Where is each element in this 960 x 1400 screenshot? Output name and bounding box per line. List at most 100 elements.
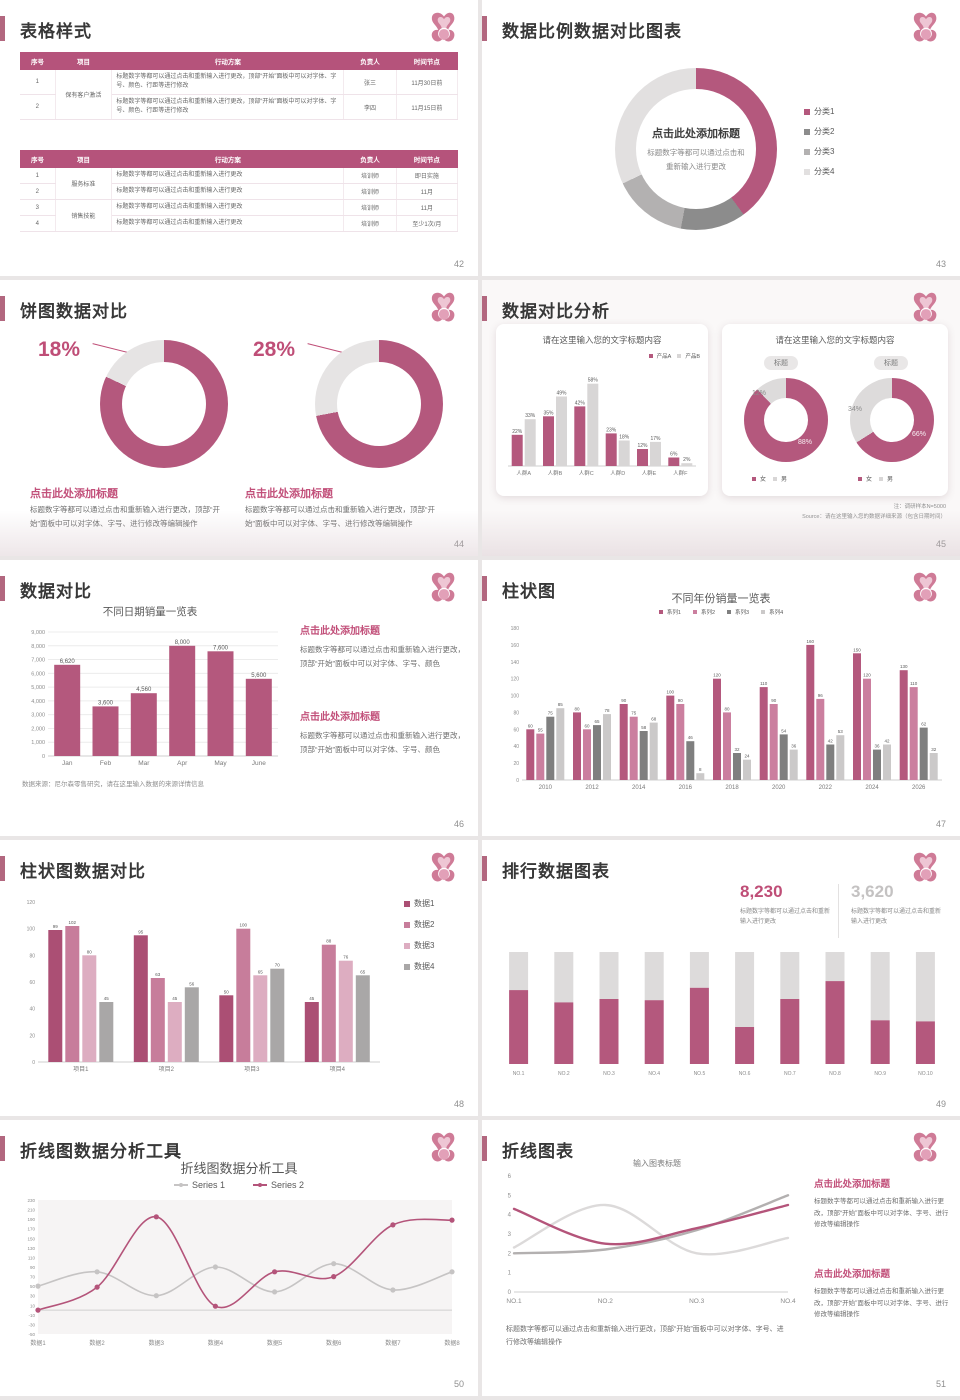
svg-text:75: 75 — [631, 711, 637, 716]
svg-text:June: June — [252, 760, 266, 767]
svg-text:100: 100 — [240, 923, 248, 928]
legend-item: 数据2 — [404, 919, 434, 930]
text-block: 点击此处添加标题 标题数字等都可以通过点击和重新输入进行更改，顶部“开始”面板中… — [814, 1176, 950, 1231]
svg-text:50: 50 — [30, 1284, 36, 1289]
svg-text:32: 32 — [931, 747, 937, 752]
svg-text:人群B: 人群B — [548, 469, 563, 477]
stat-block: 8,230 标题数字等都可以通过点击和重新输入进行更改 — [740, 882, 838, 938]
legend-item: 分类1 — [804, 106, 834, 117]
svg-text:190: 190 — [27, 1217, 35, 1222]
svg-text:7,000: 7,000 — [31, 658, 45, 664]
svg-text:2: 2 — [508, 1251, 512, 1257]
slide-42[interactable]: 表格样式 序号 项目 行动方案 负责人 时间节点 1 保有客户激活 标题数字等都可以通过点击和… — [0, 0, 478, 276]
svg-text:项目2: 项目2 — [159, 1066, 175, 1073]
slide-49[interactable]: 排行数据图表 8,230 标题数字等都可以通过点击和重新输入进行更改 3,620… — [482, 840, 960, 1116]
title-accent-bar — [0, 296, 5, 321]
chart-legend: 产品A 产品B — [648, 352, 700, 360]
chart-title: 不同年份销量一览表 — [671, 593, 771, 605]
slide-45[interactable]: 数据对比分析 请在这里输入您的文字标题内容 产品A 产品B 22% 33% 人群A 35… — [482, 280, 960, 556]
svg-text:76: 76 — [343, 955, 349, 960]
chart-title: 输入图表标题 — [633, 1159, 681, 1168]
svg-text:90: 90 — [30, 1265, 36, 1270]
svg-text:2012: 2012 — [585, 785, 599, 791]
chart-title: 折线图数据分析工具 — [180, 1161, 298, 1176]
svg-text:数据5: 数据5 — [267, 1339, 283, 1347]
grouped-bar-chart: 0 20 40 60 80 100 120 99 102 80 45 项目1 95 63 45 56 项目2 50… — [14, 888, 386, 1085]
block-body: 标题数字等都可以通过点击和重新输入进行更改，顶部“开始”面板中可以对字体、字号、… — [245, 505, 435, 528]
svg-text:80: 80 — [724, 706, 730, 711]
svg-text:62: 62 — [921, 722, 927, 727]
slide-title: 柱状图数据对比 — [20, 862, 146, 881]
svg-text:60: 60 — [29, 980, 35, 986]
block-heading: 点击此处添加标题 — [814, 1269, 891, 1280]
svg-text:90: 90 — [678, 698, 684, 703]
svg-text:人群E: 人群E — [642, 469, 657, 477]
svg-text:4,000: 4,000 — [31, 699, 45, 705]
svg-text:110: 110 — [910, 681, 918, 686]
page-number: 45 — [935, 539, 946, 549]
slide-50[interactable]: 折线图数据分析工具 折线图数据分析工具 Series 1 Series 2 -50… — [0, 1120, 478, 1396]
stat-value: 3,620 — [851, 882, 894, 901]
donut-hole — [636, 89, 756, 209]
chart-legend: Series 1 Series 2 — [0, 1180, 478, 1190]
donut-chart — [100, 340, 228, 468]
slide-title: 数据比例数据对比图表 — [502, 22, 682, 41]
svg-text:54: 54 — [781, 728, 787, 733]
text-block: 点击此处添加标题 标题数字等都可以通过点击和重新输入进行更改，顶部“开始”面板中… — [300, 708, 465, 756]
svg-text:58%: 58% — [588, 378, 599, 384]
svg-text:NO.5: NO.5 — [694, 1071, 706, 1077]
svg-text:NO.4: NO.4 — [648, 1071, 660, 1077]
legend-item: 系列1 — [658, 608, 681, 616]
source-text: Source：请在这里输入您的数据详细来源（包含日期时间） — [802, 514, 946, 520]
svg-text:8,000: 8,000 — [31, 644, 45, 650]
svg-text:数据7: 数据7 — [385, 1339, 401, 1347]
slide-title: 柱状图 — [502, 582, 556, 601]
card-title: 请在这里输入您的文字标题内容 — [542, 335, 662, 345]
slide-48[interactable]: 柱状图数据对比 0 20 40 60 80 100 120 99 102 80 45 项目1 95 63 4… — [0, 840, 478, 1116]
slide-47[interactable]: 柱状图 不同年份销量一览表 系列1 系列2 系列3 系列4 0 20 40 60 80 100 1… — [482, 560, 960, 836]
svg-text:2016: 2016 — [679, 785, 693, 791]
slide-46[interactable]: 数据对比 不同日期销量一览表 0 1,000 2,000 3,000 4,000 5,00… — [0, 560, 478, 836]
legend-item: 系列2 — [692, 608, 715, 616]
slide-51[interactable]: 折线图表 输入图表标题 0 1 2 3 4 5 6 NO.1 NO.2 NO.3 NO.4 标题数字… — [482, 1120, 960, 1396]
svg-text:68: 68 — [651, 717, 657, 722]
legend-item: 产品B — [677, 352, 700, 360]
svg-text:60: 60 — [584, 723, 590, 728]
svg-text:100: 100 — [27, 927, 36, 933]
svg-text:210: 210 — [27, 1208, 35, 1213]
line-chart: 0 1 2 3 4 5 6 NO.1 NO.2 NO.3 NO.4 — [498, 1168, 798, 1315]
svg-text:36: 36 — [874, 744, 880, 749]
slide-44[interactable]: 饼图数据对比 18% 点击此处添加标题 标题数字等都可以通过点击和重新输入进行更… — [0, 280, 478, 556]
slice-label: 66% — [911, 431, 926, 438]
stat-caption: 标题数字等都可以通过点击和重新输入进行更改 — [740, 909, 831, 926]
svg-text:70: 70 — [30, 1275, 36, 1280]
svg-text:5,000: 5,000 — [31, 685, 45, 691]
stat-value: 8,230 — [740, 882, 783, 901]
svg-text:数据8: 数据8 — [444, 1339, 460, 1347]
page-number: 51 — [935, 1379, 946, 1389]
brand-logo-icon — [426, 570, 462, 610]
svg-text:数据3: 数据3 — [149, 1339, 165, 1347]
slide-43[interactable]: 数据比例数据对比图表 点击此处添加标题 标题数字等都可以通过点击和 重新输入进行… — [482, 0, 960, 276]
svg-text:160: 160 — [511, 643, 520, 649]
svg-text:80: 80 — [29, 953, 35, 959]
block-heading: 点击此处添加标题 — [300, 626, 380, 637]
svg-text:0: 0 — [508, 1290, 512, 1296]
svg-text:60: 60 — [528, 723, 534, 728]
note-text: 注：调研样本N=5000 — [893, 504, 946, 510]
svg-text:3,600: 3,600 — [98, 700, 114, 706]
svg-text:80: 80 — [513, 710, 519, 716]
svg-text:120: 120 — [863, 673, 871, 678]
svg-text:150: 150 — [27, 1236, 35, 1241]
svg-text:6%: 6% — [670, 452, 678, 458]
svg-text:NO.7: NO.7 — [784, 1071, 796, 1077]
bar-chart-card: 请在这里输入您的文字标题内容 产品A 产品B 22% 33% 人群A 35% 49% 人群B… — [496, 324, 708, 496]
action-plan-table-2: 序号 项目 行动方案 负责人 时间节点 1 服务标准 标题数字等都可以通过点击和重新输入进行更… — [20, 150, 459, 232]
svg-text:102: 102 — [69, 920, 77, 925]
donut-chart: 12% 88% — [744, 378, 828, 462]
svg-text:95: 95 — [138, 929, 144, 934]
svg-text:18%: 18% — [619, 435, 630, 441]
chart-caption: 标题数字等都可以通过点击和重新输入进行更改，顶部“开始”面板中可以对字体、字号、… — [506, 1326, 784, 1346]
svg-text:6,620: 6,620 — [60, 659, 76, 665]
